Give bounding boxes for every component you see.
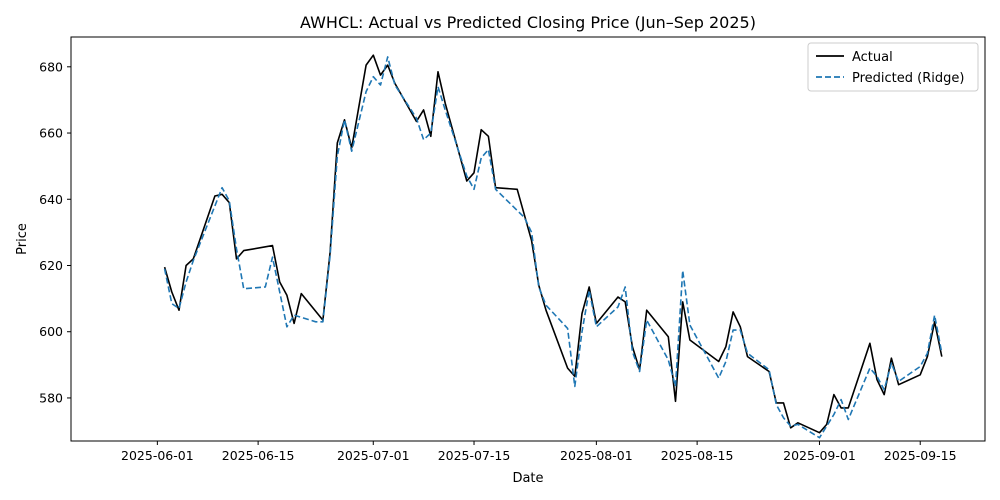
x-tick-label: 2025-07-15 (438, 448, 511, 463)
legend-box (807, 42, 979, 92)
legend-label-actual: Actual (852, 50, 893, 65)
legend-label-predicted: Predicted (Ridge) (852, 71, 964, 86)
legend: Actual Predicted (Ridge) (807, 42, 979, 92)
series-line-predicted (163, 56, 943, 439)
x-tick-label: 2025-06-15 (222, 448, 295, 463)
plot-lines (163, 54, 943, 439)
x-tick-label: 2025-08-15 (661, 448, 734, 463)
y-axis: 580 600 620 640 660 680 (39, 59, 71, 405)
y-axis-label: Price (15, 223, 30, 255)
chart-title: AWHCL: Actual vs Predicted Closing Price… (300, 13, 756, 32)
x-tick-label: 2025-06-01 (121, 448, 194, 463)
y-tick-label: 680 (39, 59, 63, 74)
x-tick-label: 2025-09-01 (783, 448, 856, 463)
x-tick-label: 2025-07-01 (337, 448, 410, 463)
series-line-actual (163, 54, 943, 434)
x-tick-label: 2025-08-01 (560, 448, 633, 463)
y-tick-label: 620 (39, 258, 63, 273)
x-axis: 2025-06-01 2025-06-15 2025-07-01 2025-07-15… (121, 441, 957, 463)
x-tick-label: 2025-09-15 (884, 448, 957, 463)
y-tick-label: 580 (39, 390, 63, 405)
y-tick-label: 660 (39, 126, 63, 141)
y-tick-label: 600 (39, 324, 63, 339)
y-tick-label: 640 (39, 192, 63, 207)
plot-area-frame (70, 36, 986, 442)
x-axis-label: Date (512, 471, 543, 486)
